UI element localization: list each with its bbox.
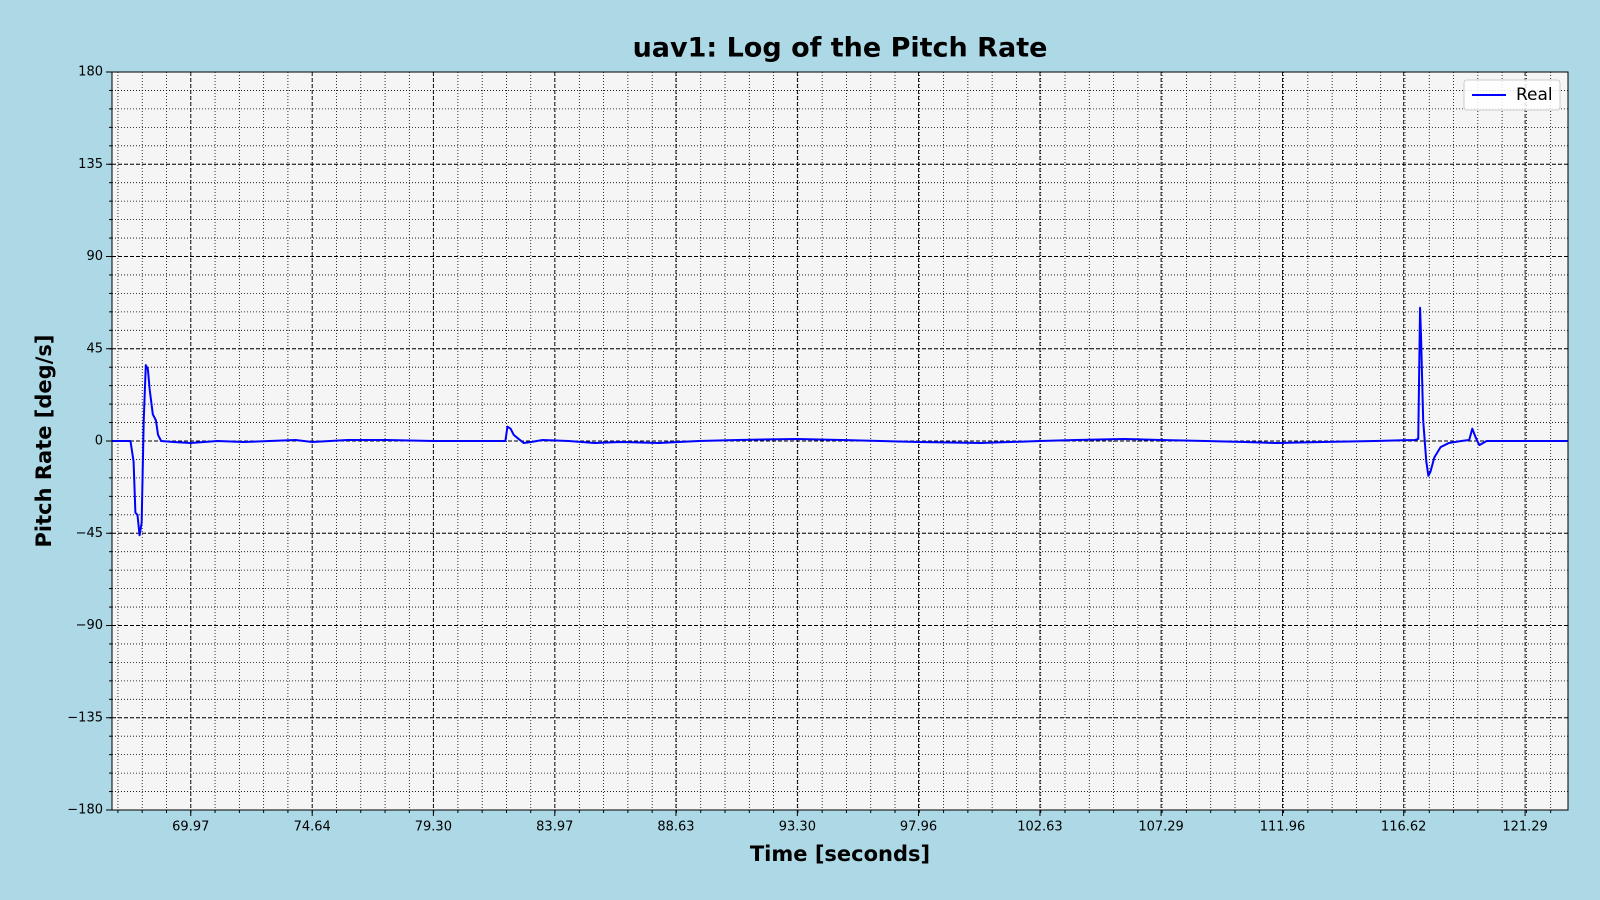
x-tick-label: 88.63 [657,820,694,835]
x-tick-label: 121.29 [1502,820,1548,835]
y-axis-label: Pitch Rate [deg/s] [32,335,56,548]
data-line [112,306,1568,537]
x-tick-label: 116.62 [1381,820,1427,835]
x-tick-label: 111.96 [1260,820,1306,835]
x-tick-label: 69.97 [172,820,209,835]
y-tick-label: 90 [86,249,103,264]
y-tick-label: −90 [76,618,103,633]
y-tick-label: 0 [95,434,103,449]
legend-label: Real [1516,85,1553,105]
y-tick-label: 180 [78,65,103,80]
x-tick-label: 74.64 [294,820,331,835]
x-tick-label: 93.30 [779,820,816,835]
y-tick-label: 45 [86,341,103,356]
x-tick-label: 79.30 [415,820,452,835]
plot-border [111,71,1569,811]
y-tick-label: −135 [67,710,103,725]
y-tick-label: −180 [67,803,103,818]
x-tick-label: 102.63 [1017,820,1063,835]
x-tick-label: 97.96 [900,820,937,835]
legend-box [1463,79,1561,111]
y-tick-label: −45 [76,526,103,541]
x-tick-label: 83.97 [536,820,573,835]
y-tick-label: 135 [78,157,103,172]
x-tick-label: 107.29 [1138,820,1184,835]
chart-title: uav1: Log of the Pitch Rate [633,33,1048,64]
x-axis-label: Time [seconds] [750,842,930,866]
